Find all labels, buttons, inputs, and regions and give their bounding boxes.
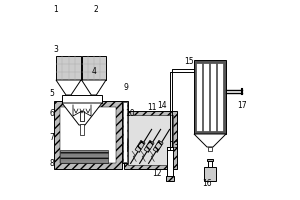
Bar [60, 150, 108, 163]
Bar [208, 161, 212, 167]
Bar [82, 56, 106, 80]
Bar [196, 63, 202, 131]
Polygon shape [144, 140, 154, 152]
Text: 3: 3 [53, 46, 58, 54]
Bar [128, 115, 173, 165]
Bar [54, 101, 122, 169]
Text: 10: 10 [125, 110, 134, 118]
Text: 16: 16 [202, 178, 212, 188]
Polygon shape [56, 80, 81, 95]
Text: 13: 13 [169, 142, 179, 150]
Text: 14: 14 [157, 102, 167, 110]
Bar [204, 167, 216, 181]
Bar [124, 111, 177, 169]
Polygon shape [194, 134, 226, 147]
Bar [194, 60, 226, 134]
Text: 1: 1 [54, 4, 58, 14]
Polygon shape [62, 103, 102, 125]
Bar [208, 147, 212, 151]
Text: 8: 8 [49, 158, 54, 168]
Bar [210, 63, 216, 131]
Bar [167, 176, 174, 181]
Text: 5: 5 [49, 90, 54, 98]
Text: 11: 11 [147, 104, 157, 112]
Text: 9: 9 [124, 83, 128, 92]
Polygon shape [135, 140, 145, 152]
Text: 17: 17 [237, 102, 247, 110]
Bar [56, 56, 81, 80]
Text: 4: 4 [92, 66, 96, 75]
Bar [203, 63, 209, 131]
Bar [167, 147, 173, 181]
Bar [218, 63, 223, 131]
Bar [207, 159, 213, 161]
Bar [62, 95, 102, 103]
Text: 6: 6 [49, 110, 54, 118]
Text: 15: 15 [184, 58, 194, 66]
Text: 7: 7 [49, 134, 54, 142]
Text: 2: 2 [94, 4, 98, 14]
Text: 12: 12 [152, 170, 162, 178]
Polygon shape [153, 140, 163, 152]
Bar [80, 124, 84, 135]
Bar [60, 107, 116, 163]
Bar [123, 102, 127, 162]
Polygon shape [82, 80, 106, 95]
Bar [122, 101, 128, 163]
